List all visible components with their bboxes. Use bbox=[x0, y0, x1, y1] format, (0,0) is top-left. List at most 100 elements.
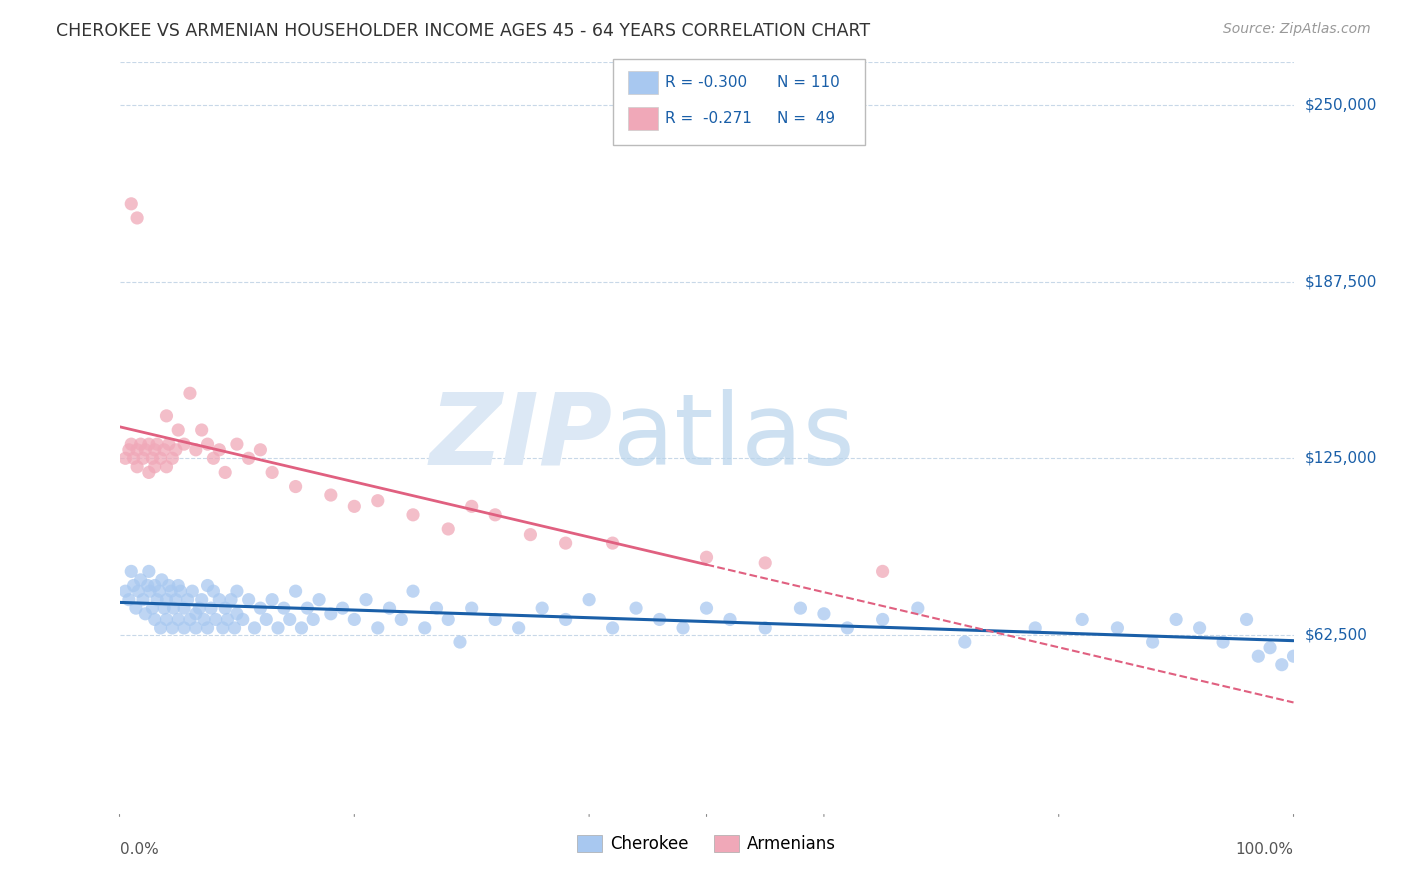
Point bbox=[129, 437, 152, 451]
Point bbox=[153, 442, 176, 457]
Point bbox=[278, 612, 301, 626]
Point bbox=[208, 442, 231, 457]
Point bbox=[1282, 649, 1305, 664]
Point bbox=[254, 612, 277, 626]
Point bbox=[319, 488, 342, 502]
Point bbox=[484, 612, 506, 626]
Point bbox=[132, 592, 155, 607]
Point bbox=[114, 584, 136, 599]
Text: ZIP: ZIP bbox=[430, 389, 613, 485]
Point bbox=[143, 442, 166, 457]
Point bbox=[155, 612, 177, 626]
Point bbox=[225, 607, 249, 621]
Point bbox=[146, 437, 169, 451]
Point bbox=[127, 211, 149, 225]
Point bbox=[1164, 612, 1187, 626]
Point bbox=[181, 584, 204, 599]
Point bbox=[211, 621, 233, 635]
Point bbox=[118, 592, 141, 607]
Point bbox=[232, 612, 254, 626]
Point bbox=[155, 459, 177, 474]
Point bbox=[273, 601, 295, 615]
Point bbox=[602, 621, 624, 635]
Text: $125,000: $125,000 bbox=[1305, 450, 1376, 466]
Point bbox=[162, 451, 184, 466]
Text: $62,500: $62,500 bbox=[1305, 627, 1368, 642]
Point bbox=[872, 565, 894, 579]
Point bbox=[141, 451, 163, 466]
Point bbox=[184, 607, 207, 621]
Point bbox=[262, 592, 284, 607]
Point bbox=[197, 621, 219, 635]
Point bbox=[138, 565, 160, 579]
Point bbox=[284, 479, 307, 493]
Point bbox=[134, 442, 156, 457]
Point bbox=[153, 601, 176, 615]
Legend: Cherokee, Armenians: Cherokee, Armenians bbox=[571, 828, 842, 860]
Point bbox=[1236, 612, 1258, 626]
Point bbox=[169, 584, 191, 599]
Point bbox=[389, 612, 412, 626]
Point bbox=[173, 437, 195, 451]
Point bbox=[238, 451, 260, 466]
Point bbox=[402, 584, 425, 599]
Point bbox=[290, 621, 312, 635]
Point bbox=[354, 592, 377, 607]
Point bbox=[413, 621, 436, 635]
Point bbox=[837, 621, 859, 635]
Text: $187,500: $187,500 bbox=[1305, 274, 1376, 289]
Point bbox=[437, 612, 460, 626]
Point bbox=[519, 527, 541, 541]
Point bbox=[284, 584, 307, 599]
Point bbox=[484, 508, 506, 522]
Point bbox=[531, 601, 554, 615]
Point bbox=[150, 573, 173, 587]
Point bbox=[122, 451, 145, 466]
Point bbox=[120, 565, 142, 579]
Point bbox=[343, 500, 366, 514]
Point bbox=[141, 601, 163, 615]
Text: R = -0.300: R = -0.300 bbox=[665, 75, 748, 90]
Point bbox=[127, 584, 149, 599]
Point bbox=[179, 612, 201, 626]
Point bbox=[1024, 621, 1046, 635]
Point bbox=[127, 442, 149, 457]
Point bbox=[460, 601, 484, 615]
Point bbox=[219, 592, 242, 607]
Point bbox=[122, 578, 145, 592]
Point bbox=[378, 601, 401, 615]
Point bbox=[217, 612, 239, 626]
Point bbox=[602, 536, 624, 550]
Point bbox=[143, 612, 166, 626]
Point bbox=[155, 592, 177, 607]
Point bbox=[460, 500, 484, 514]
Text: atlas: atlas bbox=[613, 389, 855, 485]
Point bbox=[624, 601, 647, 615]
Text: $250,000: $250,000 bbox=[1305, 97, 1376, 112]
Point bbox=[149, 621, 172, 635]
Point bbox=[120, 437, 142, 451]
Point bbox=[162, 601, 184, 615]
Point bbox=[193, 612, 215, 626]
Point bbox=[953, 635, 976, 649]
Point bbox=[367, 621, 389, 635]
Point bbox=[1212, 635, 1234, 649]
Point bbox=[718, 612, 741, 626]
Point bbox=[308, 592, 330, 607]
Point bbox=[160, 584, 183, 599]
Text: 0.0%: 0.0% bbox=[120, 842, 159, 857]
Point bbox=[118, 442, 141, 457]
Point bbox=[437, 522, 460, 536]
Text: R =  -0.271: R = -0.271 bbox=[665, 112, 752, 126]
Point bbox=[190, 592, 212, 607]
Point bbox=[872, 612, 894, 626]
Point bbox=[402, 508, 425, 522]
Point bbox=[134, 607, 156, 621]
Text: 100.0%: 100.0% bbox=[1236, 842, 1294, 857]
FancyBboxPatch shape bbox=[628, 71, 658, 94]
Point bbox=[249, 442, 271, 457]
Point bbox=[179, 386, 201, 401]
Point bbox=[167, 578, 190, 592]
Point bbox=[224, 621, 246, 635]
Point bbox=[188, 601, 211, 615]
